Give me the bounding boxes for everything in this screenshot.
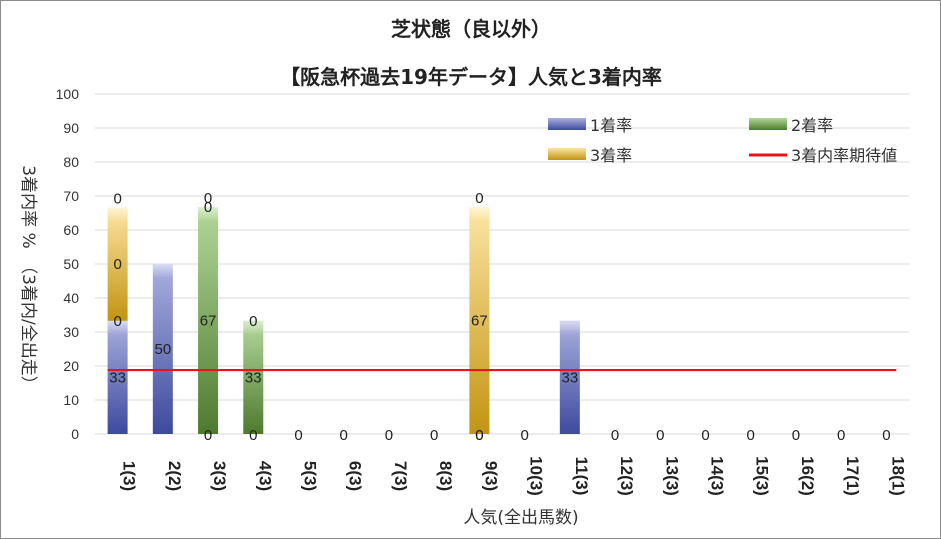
data-label-3着率: 0 bbox=[249, 313, 257, 330]
y-tick-label: 10 bbox=[63, 392, 79, 408]
legend-label: 2着率 bbox=[791, 116, 833, 135]
y-tick-label: 0 bbox=[71, 426, 79, 442]
legend-label: 3着内率期待値 bbox=[791, 146, 897, 165]
data-label-1着率: 0 bbox=[430, 427, 438, 444]
chart-title: 芝状態（良以外） bbox=[391, 17, 551, 41]
data-label-1着率: 33 bbox=[561, 369, 578, 386]
legend-swatch-3着率 bbox=[548, 148, 586, 160]
data-label-1着率: 0 bbox=[882, 427, 890, 444]
bar-sheen bbox=[198, 207, 219, 222]
chart-subtitle: 【阪急杯過去19年データ】人気と3着内率 bbox=[280, 65, 662, 89]
data-label-1着率: 0 bbox=[249, 427, 257, 444]
x-tick-label: 17(1) bbox=[843, 456, 862, 496]
data-label-1着率: 0 bbox=[747, 427, 755, 444]
x-tick-label: 5(3) bbox=[301, 461, 320, 491]
x-tick-label: 16(2) bbox=[798, 456, 817, 496]
y-tick-label: 40 bbox=[63, 290, 79, 306]
y-tick-label: 60 bbox=[63, 222, 79, 238]
data-label-3着率: 0 bbox=[113, 256, 121, 273]
data-label-1着率: 0 bbox=[792, 427, 800, 444]
data-label-1着率: 0 bbox=[385, 427, 393, 444]
bar-2着率-3(3) bbox=[198, 207, 219, 434]
data-label-1着率: 0 bbox=[611, 427, 619, 444]
data-label-1着率: 0 bbox=[520, 427, 528, 444]
bar-2着率-4(3) bbox=[243, 320, 264, 434]
bar-sheen bbox=[107, 207, 128, 222]
legend-swatch-1着率 bbox=[548, 118, 586, 130]
data-label-1着率: 0 bbox=[701, 427, 709, 444]
data-label-1着率: 0 bbox=[340, 427, 348, 444]
data-label-top: 0 bbox=[475, 190, 483, 207]
y-tick-label: 100 bbox=[56, 86, 80, 102]
y-tick-label: 50 bbox=[63, 256, 79, 272]
data-label-1着率: 0 bbox=[656, 427, 664, 444]
x-tick-label: 3(3) bbox=[210, 461, 229, 491]
x-tick-label: 10(3) bbox=[527, 456, 546, 496]
bar-sheen bbox=[559, 320, 580, 335]
x-tick-label: 9(3) bbox=[481, 461, 500, 491]
y-axis-label: 3着内率 % （3着内/全出走） bbox=[18, 165, 38, 392]
bar-3着率-1(3) bbox=[107, 207, 128, 321]
x-tick-label: 4(3) bbox=[255, 461, 274, 491]
data-label-1着率: 33 bbox=[109, 369, 126, 386]
x-tick-label: 15(3) bbox=[753, 456, 772, 496]
bar-3着率-9(3) bbox=[469, 207, 490, 434]
data-label-top: 0 bbox=[204, 190, 212, 207]
bar-1着率-1(3) bbox=[107, 320, 128, 434]
bar-sheen bbox=[469, 207, 490, 222]
bar-sheen bbox=[107, 320, 128, 335]
data-label-1着率: 0 bbox=[294, 427, 302, 444]
x-tick-label: 8(3) bbox=[436, 461, 455, 491]
data-label-2着率: 33 bbox=[245, 369, 262, 386]
y-tick-label: 70 bbox=[63, 188, 79, 204]
x-tick-label: 14(3) bbox=[708, 456, 727, 496]
x-axis-ticks: 1(3) 2(2) 3(3) 4(3) 5(3) 6(3) 7(3) 8(3) 9(3) 10(3… bbox=[120, 456, 908, 496]
bar-sheen bbox=[243, 320, 264, 335]
x-tick-label: 13(3) bbox=[662, 456, 681, 496]
data-label-2着率: 0 bbox=[113, 313, 121, 330]
x-tick-label: 6(3) bbox=[346, 461, 365, 491]
y-axis-ticks: 0 10 20 30 40 50 60 70 80 90 100 bbox=[56, 86, 80, 442]
bar-1着率-11(3) bbox=[559, 320, 580, 434]
x-tick-label: 2(2) bbox=[165, 461, 184, 491]
x-tick-label: 18(1) bbox=[888, 456, 907, 496]
data-label-1着率: 50 bbox=[154, 341, 171, 358]
x-tick-label: 11(3) bbox=[572, 457, 591, 496]
legend-label: 1着率 bbox=[590, 116, 632, 135]
x-tick-label: 7(3) bbox=[391, 461, 410, 491]
data-label-1着率: 0 bbox=[204, 427, 212, 444]
legend-swatch-2着率 bbox=[749, 118, 787, 130]
data-label-3着率: 0 bbox=[204, 199, 212, 216]
data-label-1着率: 0 bbox=[837, 427, 845, 444]
data-label-2着率: 0 bbox=[475, 427, 483, 444]
legend: 1着率 2着率 3着率 3着内率期待値 bbox=[548, 116, 897, 165]
bar-1着率-2(2) bbox=[152, 264, 173, 434]
legend-label: 3着率 bbox=[590, 146, 632, 165]
y-tick-label: 90 bbox=[63, 120, 79, 136]
x-tick-label: 1(3) bbox=[120, 461, 139, 491]
data-label-1着率: 0 bbox=[475, 427, 483, 444]
y-tick-label: 80 bbox=[63, 154, 79, 170]
x-axis-label: 人気(全出馬数) bbox=[463, 508, 578, 528]
bar-sheen bbox=[152, 264, 173, 278]
data-label-top: 0 bbox=[113, 191, 121, 208]
y-tick-label: 30 bbox=[63, 324, 79, 340]
data-label-2着率: 67 bbox=[200, 313, 217, 330]
x-tick-label: 12(3) bbox=[617, 456, 636, 496]
y-tick-label: 20 bbox=[63, 358, 79, 374]
data-label-3着率: 67 bbox=[471, 313, 488, 330]
bars bbox=[107, 207, 580, 434]
